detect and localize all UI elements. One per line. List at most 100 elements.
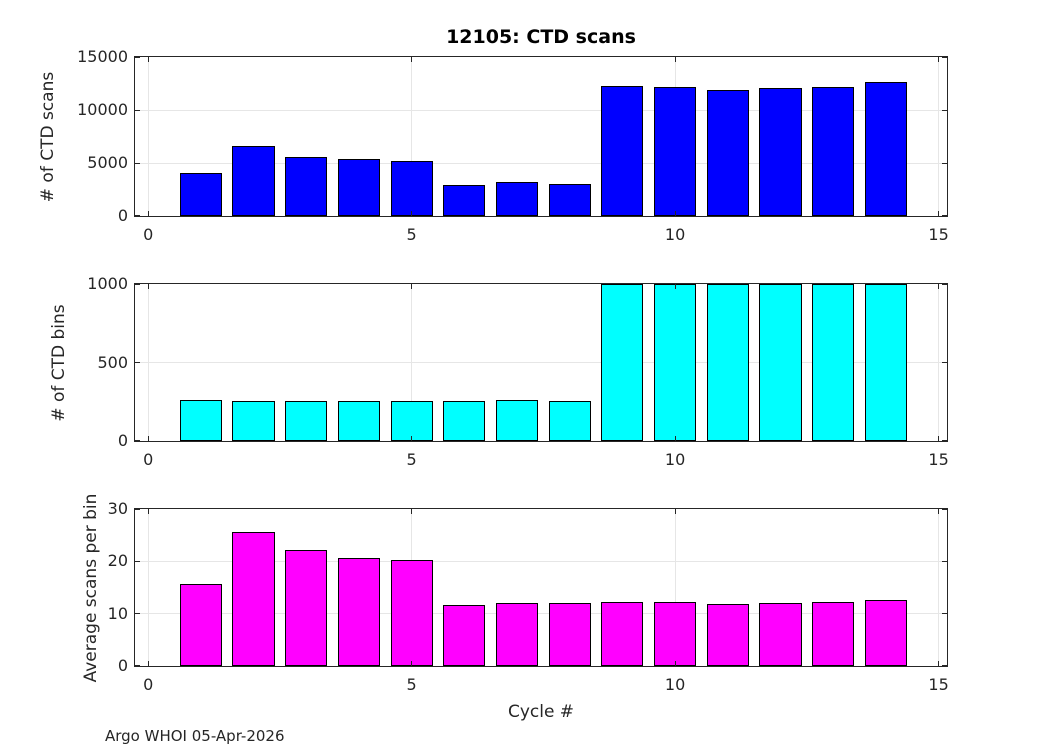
bar-cycle-10 (654, 86, 697, 216)
x-tick-mark (938, 284, 940, 289)
bar-cycle-9 (601, 284, 644, 441)
bar-cycle-11 (706, 90, 749, 216)
bar-cycle-10 (654, 284, 697, 441)
y-tick-label: 10 (107, 603, 128, 623)
bar-cycle-2 (232, 400, 275, 441)
gridline-x (938, 57, 940, 216)
x-tick-label: 10 (664, 450, 686, 469)
x-tick-mark (938, 211, 940, 216)
y-axis-label-scans: # of CTD scans (38, 71, 58, 202)
bar-cycle-1 (179, 399, 222, 441)
bar-cycle-12 (759, 284, 802, 441)
x-tick-mark (147, 57, 149, 62)
gridline-y (135, 613, 947, 615)
bar-cycle-8 (548, 400, 591, 441)
bar-cycle-9 (601, 601, 644, 666)
bar-cycle-7 (495, 181, 539, 216)
gridline-x (147, 509, 149, 666)
bar-cycle-3 (285, 550, 328, 666)
bar-cycle-6 (443, 400, 486, 441)
subplot-ctd-bins (134, 283, 948, 442)
gridline-x (147, 284, 149, 441)
x-tick-mark (147, 661, 149, 666)
bar-cycle-2 (232, 145, 275, 216)
bar-cycle-11 (706, 604, 749, 666)
bar-cycle-2 (232, 532, 275, 666)
bar-cycle-12 (759, 88, 802, 216)
y-tick-mark (942, 560, 947, 562)
x-tick-mark (674, 57, 676, 62)
x-tick-mark (147, 436, 149, 441)
y-tick-mark (135, 57, 140, 58)
gridline-x (674, 509, 676, 666)
x-tick-label: 5 (406, 225, 417, 244)
bar-cycle-12 (759, 603, 802, 666)
x-tick-mark (147, 211, 149, 216)
y-tick-mark (942, 665, 947, 666)
bar-cycle-7 (495, 603, 539, 666)
y-tick-mark (942, 613, 947, 615)
x-tick-label: 5 (406, 450, 417, 469)
x-tick-mark (147, 284, 149, 289)
gridline-y (135, 109, 947, 111)
gridline-y (135, 560, 947, 562)
y-tick-mark (135, 162, 140, 164)
bar-cycle-9 (601, 85, 644, 216)
x-tick-mark (411, 509, 413, 514)
bar-cycle-4 (337, 400, 380, 441)
footer-annotation: Argo WHOI 05-Apr-2026 (105, 727, 285, 745)
figure-title: 12105: CTD scans (446, 26, 636, 48)
y-tick-mark (135, 284, 140, 285)
x-tick-mark (674, 436, 676, 441)
gridline-y (135, 362, 947, 363)
bar-cycle-6 (443, 605, 486, 666)
y-tick-label: 30 (107, 499, 128, 518)
bar-cycle-13 (812, 86, 855, 216)
y-tick-mark (135, 440, 140, 441)
y-tick-label: 20 (107, 551, 128, 571)
bar-cycle-4 (337, 557, 380, 666)
x-tick-mark (411, 57, 413, 62)
x-tick-mark (938, 509, 940, 514)
bar-cycle-5 (390, 160, 433, 216)
y-tick-label: 10000 (77, 100, 128, 119)
subplot-ctd-scans (134, 56, 948, 217)
x-tick-label: 10 (664, 675, 686, 694)
y-tick-mark (942, 162, 947, 164)
y-tick-label: 5000 (87, 153, 128, 172)
bar-cycle-8 (548, 603, 591, 666)
bar-cycle-10 (654, 602, 697, 666)
x-tick-label: 5 (406, 675, 417, 694)
x-tick-mark (938, 436, 940, 441)
x-tick-mark (938, 661, 940, 666)
bar-cycle-3 (285, 400, 328, 441)
x-tick-label: 0 (143, 225, 154, 244)
y-tick-mark (942, 440, 947, 441)
bar-cycle-14 (864, 82, 907, 216)
y-axis-label-average: Average scans per bin (81, 493, 101, 682)
y-tick-label: 500 (97, 352, 128, 372)
gridline-x (411, 284, 413, 441)
bar-cycle-13 (812, 284, 855, 441)
y-tick-label: 0 (117, 656, 128, 675)
x-tick-mark (411, 436, 413, 441)
x-tick-label: 15 (928, 450, 949, 469)
y-tick-mark (942, 284, 947, 285)
bar-cycle-13 (812, 602, 855, 666)
x-tick-mark (411, 284, 413, 289)
bar-cycle-11 (706, 284, 749, 441)
gridline-x (411, 57, 413, 216)
x-tick-mark (674, 284, 676, 289)
gridline-x (147, 57, 149, 216)
bar-cycle-5 (390, 400, 433, 441)
y-tick-label: 15000 (77, 47, 128, 66)
x-tick-label: 10 (664, 225, 686, 244)
x-tick-mark (674, 661, 676, 666)
x-tick-mark (674, 211, 676, 216)
x-axis-label-cycle: Cycle # (507, 702, 575, 722)
bar-cycle-4 (337, 158, 380, 216)
y-tick-mark (942, 509, 947, 510)
gridline-x (938, 284, 940, 441)
y-tick-label: 1000 (87, 274, 128, 293)
